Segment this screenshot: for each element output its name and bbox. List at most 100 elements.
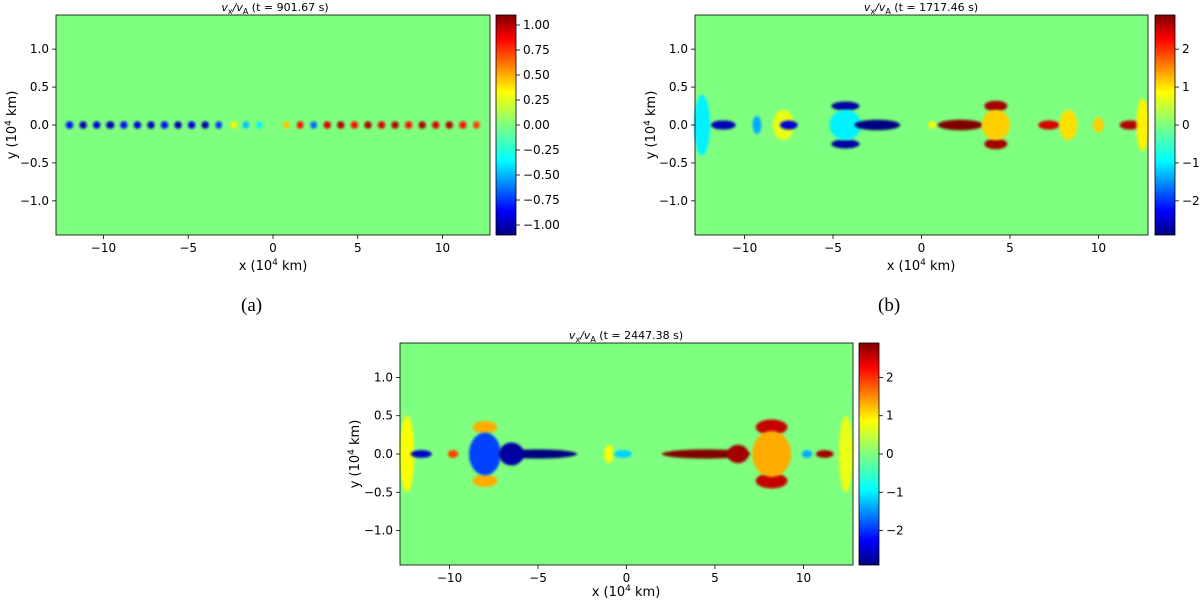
panel-c-feature (447, 450, 459, 458)
panel-c-feature (815, 450, 834, 458)
panel-b-title: vx/vA (t = 1717.46 s) (864, 1, 978, 16)
panel-a-feature (147, 121, 155, 129)
panel-a-feature (337, 121, 345, 129)
panel-a-feature (310, 121, 318, 129)
panel-c-feature (801, 450, 813, 458)
x-tick-label: −5 (824, 241, 842, 255)
colorbar-tick-label: −0.50 (523, 168, 560, 182)
colorbar-tick-label: −2 (1182, 194, 1200, 208)
panel-a-feature (174, 121, 182, 129)
x-tick-label: −5 (529, 571, 547, 585)
panel-c-xlabel: x (104 km) (592, 584, 661, 599)
y-tick-label: 1.0 (669, 42, 688, 56)
panel-b-ylabel: y (104 km) (643, 91, 659, 160)
panel-c-feature (755, 419, 788, 435)
panel-b-feature (829, 109, 862, 141)
panel-a-feature (323, 121, 331, 129)
y-tick-label: −1.0 (659, 194, 688, 208)
colorbar-tick-label: 1 (886, 409, 894, 423)
x-tick-label: 5 (1006, 241, 1014, 255)
panel-a-features (65, 121, 480, 129)
panel-c-title: vx/vA (t = 2447.38 s) (569, 329, 683, 344)
panel-b-xticks: −10 −5 0 5 10 (732, 235, 1106, 255)
panel-a: vx/vA (t = 901.67 s) −10 −5 0 5 10 1.0 0.5 0.0… (4, 1, 560, 274)
y-tick-label: −0.5 (659, 156, 688, 170)
panel-a-feature (418, 121, 426, 129)
panel-b-feature (1136, 98, 1149, 152)
panel-b-feature (981, 109, 1010, 141)
x-tick-label: 0 (623, 571, 631, 585)
y-tick-label: −0.5 (20, 156, 49, 170)
colorbar-tick-label: 0.25 (523, 93, 550, 107)
panel-a-plot-area (56, 15, 490, 235)
panel-c-xticks: −10 −5 0 5 10 (437, 565, 811, 585)
panel-a-feature (120, 121, 128, 129)
x-tick-label: −10 (91, 241, 116, 255)
panel-b-feature (694, 94, 711, 156)
y-tick-label: 0.0 (669, 118, 688, 132)
panel-b-feature (779, 120, 798, 130)
panel-b-features (694, 94, 1149, 156)
panel-a-feature (296, 121, 304, 129)
y-tick-label: 0.5 (30, 80, 49, 94)
panel-c-features (400, 415, 853, 493)
colorbar-tick-label: −0.25 (523, 143, 560, 157)
panel-b-feature (1119, 120, 1141, 130)
colorbar-tick-label: −1 (886, 485, 904, 499)
panel-a-feature (160, 121, 169, 129)
panel-a-feature (79, 121, 87, 129)
y-tick-label: −1.0 (20, 194, 49, 208)
colorbar-tick-label: 2 (1182, 42, 1190, 56)
panel-b-feature (937, 119, 984, 131)
panel-c: vx/vA (t = 2447.38 s) −10 −5 0 5 10 1.00.50.… (347, 329, 904, 600)
panel-b-feature (831, 139, 860, 149)
panel-a-ylabel: y (104 km) (4, 91, 20, 160)
panel-a-xticks: −10 −5 0 5 10 (91, 235, 450, 255)
panel-c-feature (472, 474, 498, 487)
x-tick-label: 10 (796, 571, 811, 585)
y-tick-label: 0.0 (374, 447, 393, 461)
panel-a-feature (133, 121, 142, 129)
panel-a-feature (242, 121, 250, 129)
panel-c-feature (469, 432, 501, 476)
panel-b-feature (928, 121, 936, 129)
panel-a-feature (201, 121, 209, 129)
panel-b-feature (710, 120, 736, 130)
panel-a-feature (106, 121, 115, 129)
panel-c-feature (752, 431, 792, 477)
x-tick-label: −10 (437, 571, 462, 585)
panel-b-feature (752, 115, 762, 135)
panel-a-feature (377, 121, 386, 129)
panel-b: vx/vA (t = 1717.46 s) −10 −5 0 5 10 1.00.50.… (643, 1, 1200, 274)
colorbar-tick-label: 0.75 (523, 43, 550, 57)
panel-c-feature (614, 450, 632, 458)
colorbar-tick-label: −2 (886, 524, 904, 538)
panel-a-feature (404, 121, 413, 129)
x-tick-label: −10 (732, 241, 757, 255)
panel-b-xlabel: x (104 km) (887, 258, 956, 274)
panel-c-feature (410, 450, 432, 458)
colorbar-tick-label: 0.50 (523, 68, 550, 82)
panel-c-feature (499, 442, 524, 466)
panel-a-colorbar-ticks: 1.00 0.75 0.50 0.25 0.00 −0.25 −0.50 −0.75 −1.00 (516, 18, 560, 232)
panel-c-feature (400, 415, 415, 493)
panel-a-colorbar (495, 14, 517, 236)
x-tick-label: 10 (1091, 241, 1106, 255)
panel-c-colorbar-ticks: 2 1 0 −1 −2 (879, 370, 904, 538)
panel-b-feature (1093, 117, 1104, 133)
panel-c-yticks: 1.0 0.5 0.0 −0.5 −1.0 (364, 370, 400, 538)
x-tick-label: 10 (435, 241, 450, 255)
colorbar-tick-label: 2 (886, 370, 894, 384)
panel-b-colorbar (1154, 14, 1176, 236)
panel-b-feature (1059, 109, 1078, 141)
x-tick-label: 0 (269, 241, 277, 255)
panel-c-colorbar (858, 342, 880, 566)
panel-a-feature (473, 121, 480, 129)
panel-a-feature (215, 121, 223, 129)
panel-b-feature (831, 101, 860, 111)
y-tick-label: 0.0 (30, 118, 49, 132)
colorbar-tick-label: −0.75 (523, 193, 560, 207)
panel-c-feature (604, 444, 614, 464)
y-tick-label: −1.0 (364, 524, 393, 538)
